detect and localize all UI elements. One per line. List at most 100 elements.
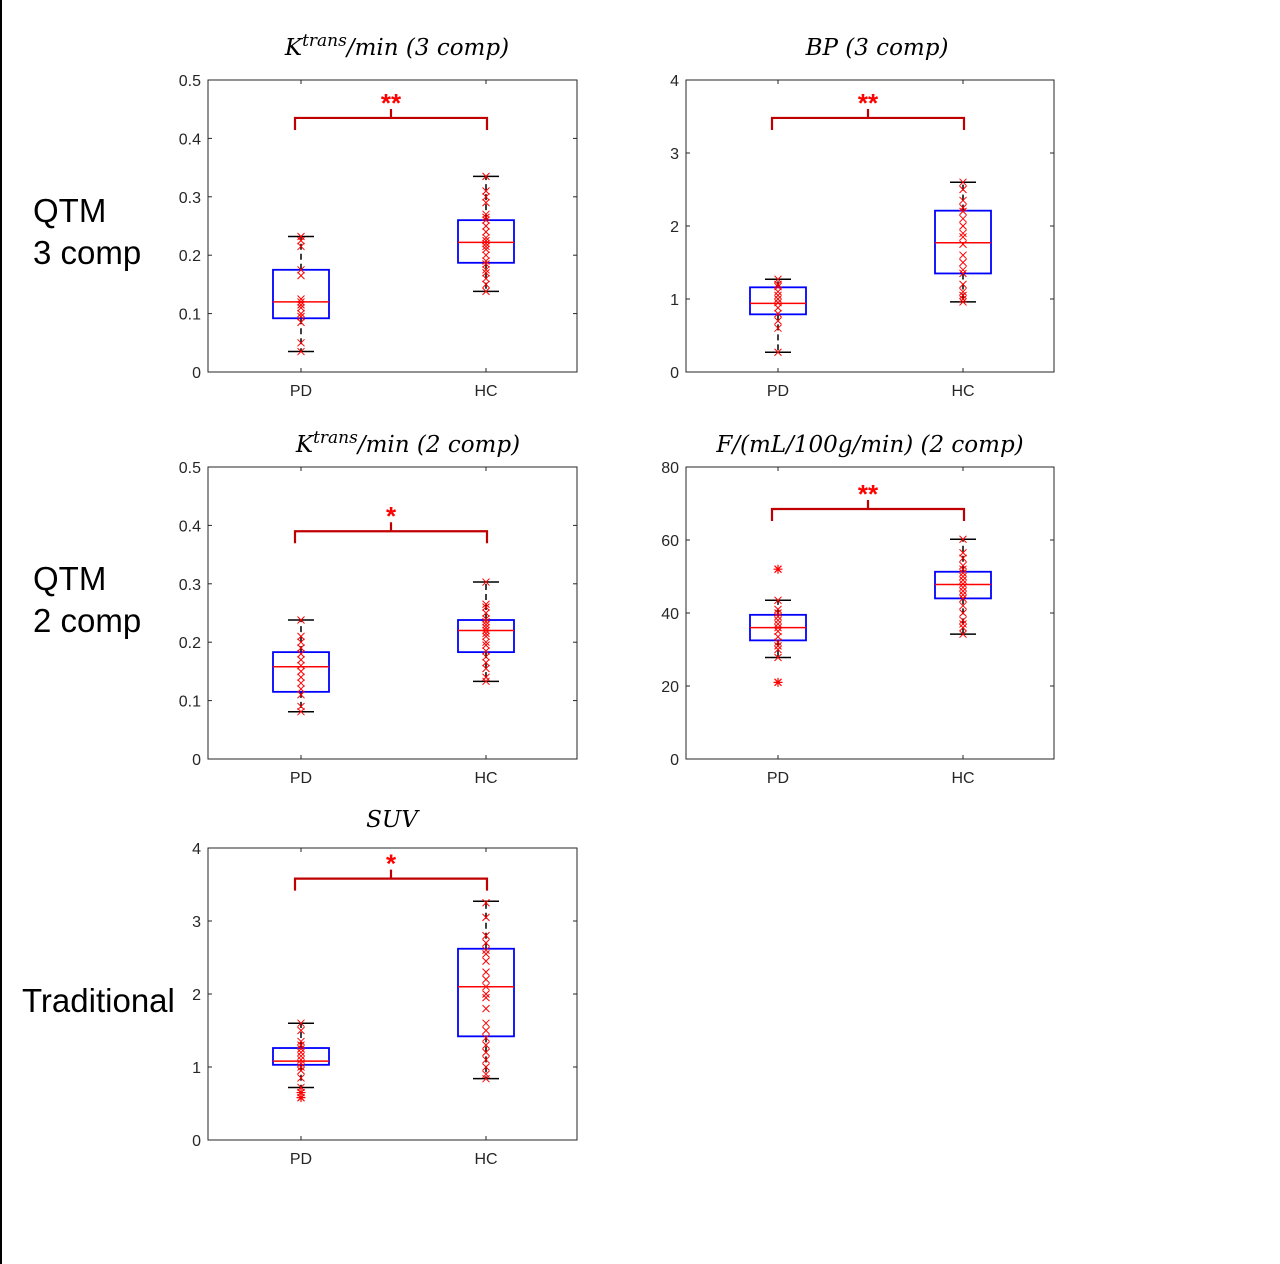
data-point <box>774 605 782 614</box>
data-point <box>482 949 490 958</box>
data-point <box>482 1004 490 1013</box>
data-point <box>959 576 967 585</box>
y-tick-label: 0 <box>192 1133 201 1150</box>
box-hc <box>934 535 992 639</box>
data-point <box>297 673 305 682</box>
y-tick-label: 0.1 <box>179 694 201 711</box>
data-point <box>482 268 490 277</box>
y-tick-label: 2 <box>192 987 201 1004</box>
data-point <box>482 614 490 623</box>
data-point <box>482 260 490 268</box>
data-point <box>482 233 490 242</box>
chart-panel-1: 0 0.1 0.2 0.3 0.4 0.5 PD HC Ktrans/min (3 comp) *… <box>179 31 578 400</box>
data-point <box>959 568 967 577</box>
data-point <box>297 655 305 664</box>
outlier-point <box>773 677 783 687</box>
data-point <box>482 931 490 940</box>
x-tick-label: HC <box>951 383 974 400</box>
data-point <box>774 275 782 284</box>
box-pd <box>749 275 807 357</box>
row-label-line1: Traditional <box>22 982 175 1019</box>
iqr-box <box>272 1047 330 1066</box>
y-tick-label: 0.3 <box>179 190 201 207</box>
data-point <box>297 690 305 699</box>
data-point <box>482 1070 490 1079</box>
box-hc <box>457 172 515 296</box>
data-point <box>482 265 490 274</box>
data-point <box>297 1026 305 1035</box>
axes-frame <box>207 79 578 373</box>
data-point <box>297 1044 305 1053</box>
data-point <box>959 620 967 628</box>
data-point <box>297 300 305 309</box>
data-point <box>297 661 305 670</box>
data-point <box>959 178 967 187</box>
data-point <box>959 594 967 603</box>
y-tick-label: 40 <box>661 606 679 623</box>
data-point <box>482 216 490 225</box>
row-label-line1: QTM <box>33 560 107 597</box>
y-tick-label: 0 <box>670 752 679 769</box>
data-point <box>297 638 305 647</box>
data-point <box>774 653 782 662</box>
data-point <box>297 338 305 347</box>
data-point <box>774 616 782 625</box>
axes-frame <box>685 79 1055 373</box>
data-point <box>297 650 305 658</box>
y-tick-label: 0.5 <box>179 460 201 477</box>
chart-panel-5: 0 1 2 3 4 PD HC SUV * <box>192 807 578 1168</box>
y-tick-label: 0.1 <box>179 307 201 324</box>
iqr-box <box>457 619 515 654</box>
data-point <box>774 645 782 654</box>
data-point <box>482 210 490 219</box>
data-point <box>959 548 967 557</box>
data-point <box>959 203 967 212</box>
data-point <box>482 280 490 289</box>
data-point <box>482 620 490 629</box>
data-point <box>959 623 967 632</box>
data-point <box>482 1019 490 1028</box>
data-point <box>774 609 782 617</box>
row-label-qtm-2comp: QTM 2 comp <box>33 558 141 642</box>
outlier-point <box>296 1088 306 1098</box>
box-hc <box>457 578 515 686</box>
data-point <box>482 239 490 248</box>
y-tick-label: 0 <box>192 365 201 382</box>
data-point <box>482 236 490 245</box>
data-point <box>774 627 782 636</box>
data-point <box>482 658 490 667</box>
data-point <box>774 620 782 628</box>
y-tick-label: 60 <box>661 533 679 550</box>
data-point <box>297 679 305 687</box>
data-point <box>959 251 967 260</box>
data-point <box>959 214 967 223</box>
data-point <box>482 274 490 283</box>
row-label-traditional: Traditional <box>22 980 175 1022</box>
data-point <box>482 1055 490 1064</box>
data-point <box>959 561 967 570</box>
significance-label: * <box>386 849 397 879</box>
data-point <box>959 295 967 303</box>
data-point <box>774 309 782 318</box>
title-rest: /min (2 comp) <box>356 432 520 458</box>
title-rest: (3 comp) <box>838 35 948 61</box>
axes-frame <box>207 847 578 1141</box>
data-point <box>297 1066 305 1075</box>
data-point <box>482 975 490 984</box>
data-point <box>297 298 305 306</box>
axes-frame <box>207 466 578 760</box>
data-point <box>297 1063 305 1071</box>
chart-panel-4: 0 20 40 60 80 PD HC F/(mL/100g/min) (2 comp) ** <box>661 432 1055 787</box>
title-main: BP <box>805 35 839 61</box>
data-point <box>959 590 967 599</box>
chart-title: F/(mL/100g/min) (2 comp) <box>715 432 1023 458</box>
x-tick-label: HC <box>951 770 974 787</box>
x-tick-label: HC <box>474 383 497 400</box>
y-tick-label: 80 <box>661 460 679 477</box>
y-tick-label: 1 <box>670 292 679 309</box>
data-point <box>297 309 305 318</box>
data-point <box>297 1048 305 1057</box>
data-point <box>959 630 967 639</box>
data-point <box>482 632 490 641</box>
data-point <box>297 1055 305 1064</box>
